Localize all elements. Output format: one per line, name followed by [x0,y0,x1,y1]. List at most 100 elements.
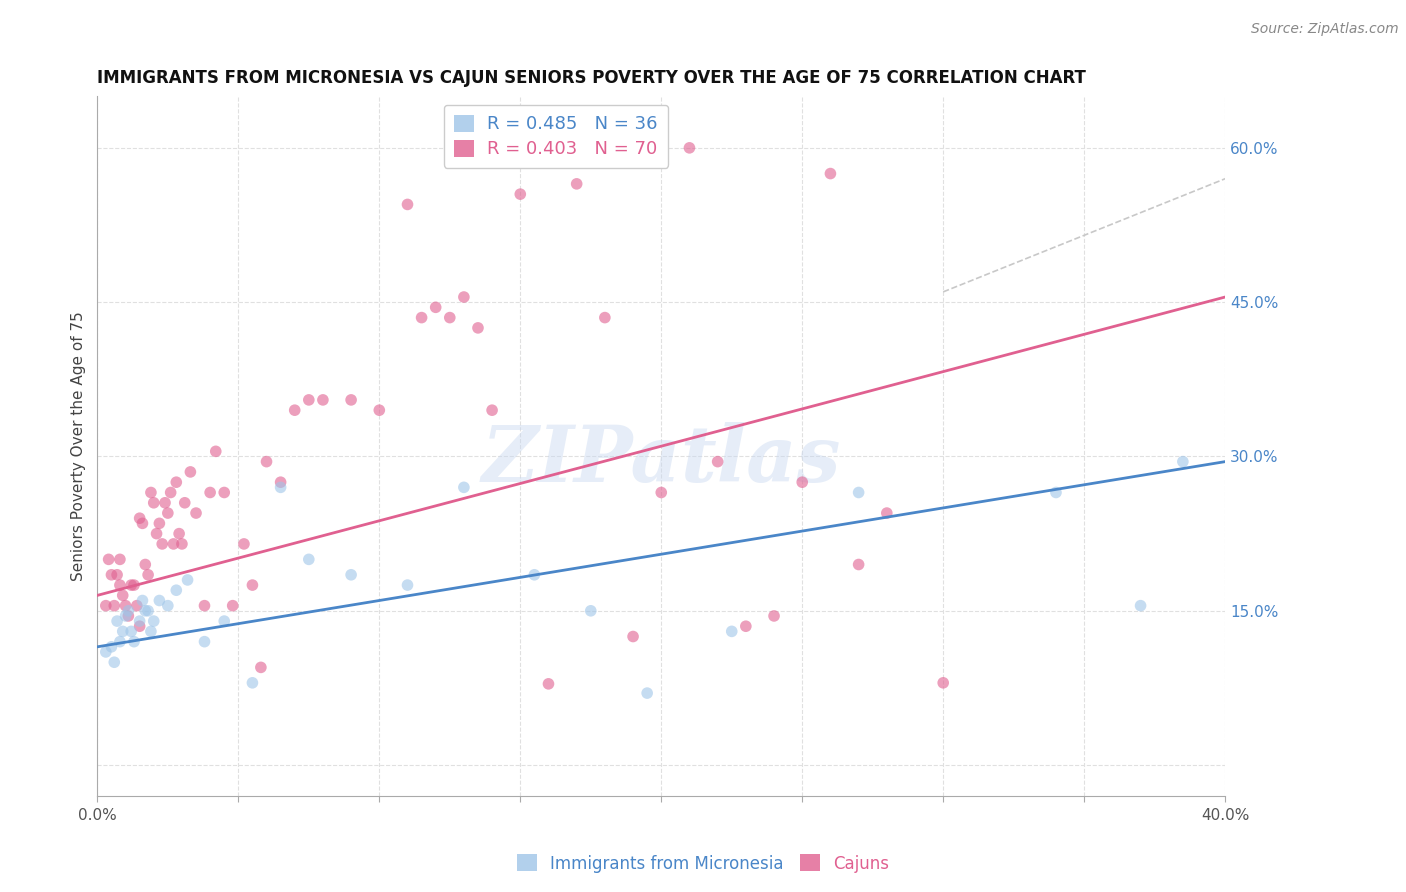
Point [134,604,156,618]
Point [763,609,786,624]
Point [139,624,162,639]
Point [636,686,658,700]
Point [103,599,125,613]
Point [193,634,215,648]
Point [256,455,278,469]
Point [411,310,433,325]
Point [734,619,756,633]
Point [165,475,187,490]
Point [1171,455,1194,469]
Point [108,634,131,648]
Point [340,392,363,407]
Point [100,567,122,582]
Point [250,660,273,674]
Point [396,197,419,211]
Point [167,526,190,541]
Point [97,552,120,566]
Point [706,455,728,469]
Point [212,485,235,500]
Point [94,599,117,613]
Text: IMMIGRANTS FROM MICRONESIA VS CAJUN SENIORS POVERTY OVER THE AGE OF 75 CORRELATI: IMMIGRANTS FROM MICRONESIA VS CAJUN SENI… [97,69,1087,87]
Point [523,567,546,582]
Point [184,506,207,520]
Point [340,567,363,582]
Point [159,485,181,500]
Point [148,516,170,531]
Point [221,599,243,613]
Point [298,552,321,566]
Point [145,526,167,541]
Point [142,496,165,510]
Point [396,578,419,592]
Point [1045,485,1067,500]
Point [593,310,616,325]
Point [876,506,898,520]
Point [368,403,391,417]
Point [848,558,870,572]
Point [148,593,170,607]
Point [193,599,215,613]
Point [537,677,560,691]
Point [820,167,842,181]
Point [103,655,125,669]
Point [94,645,117,659]
Point [114,609,136,624]
Point [650,485,672,500]
Point [312,392,335,407]
Y-axis label: Seniors Poverty Over the Age of 75: Seniors Poverty Over the Age of 75 [72,311,86,581]
Point [439,310,461,325]
Point [131,516,153,531]
Point [720,624,742,639]
Point [108,552,131,566]
Point [176,573,198,587]
Point [270,480,292,494]
Point [114,599,136,613]
Point [932,675,955,690]
Point [139,485,162,500]
Point [111,624,134,639]
Point [204,444,226,458]
Point [481,403,503,417]
Point [509,187,531,202]
Point [579,604,602,618]
Point [467,321,489,335]
Point [233,537,256,551]
Point [453,290,475,304]
Legend: Immigrants from Micronesia, Cajuns: Immigrants from Micronesia, Cajuns [510,847,896,880]
Legend: R = 0.485   N = 36, R = 0.403   N = 70: R = 0.485 N = 36, R = 0.403 N = 70 [444,104,668,168]
Point [678,141,700,155]
Point [105,614,128,628]
Point [122,634,145,648]
Point [128,614,150,628]
Point [565,177,588,191]
Point [117,609,139,624]
Point [212,614,235,628]
Point [128,619,150,633]
Point [122,578,145,592]
Point [120,578,142,592]
Point [136,567,159,582]
Point [162,537,184,551]
Point [150,537,173,551]
Point [621,630,644,644]
Point [131,593,153,607]
Point [120,624,142,639]
Point [270,475,292,490]
Point [284,403,307,417]
Point [156,599,179,613]
Text: ZIPatlas: ZIPatlas [482,422,841,499]
Point [105,567,128,582]
Point [179,465,201,479]
Point [100,640,122,654]
Point [848,485,870,500]
Point [142,614,165,628]
Point [136,604,159,618]
Point [298,392,321,407]
Point [165,583,187,598]
Point [156,506,179,520]
Point [125,599,148,613]
Point [108,578,131,592]
Point [173,496,195,510]
Point [242,675,264,690]
Point [425,301,447,315]
